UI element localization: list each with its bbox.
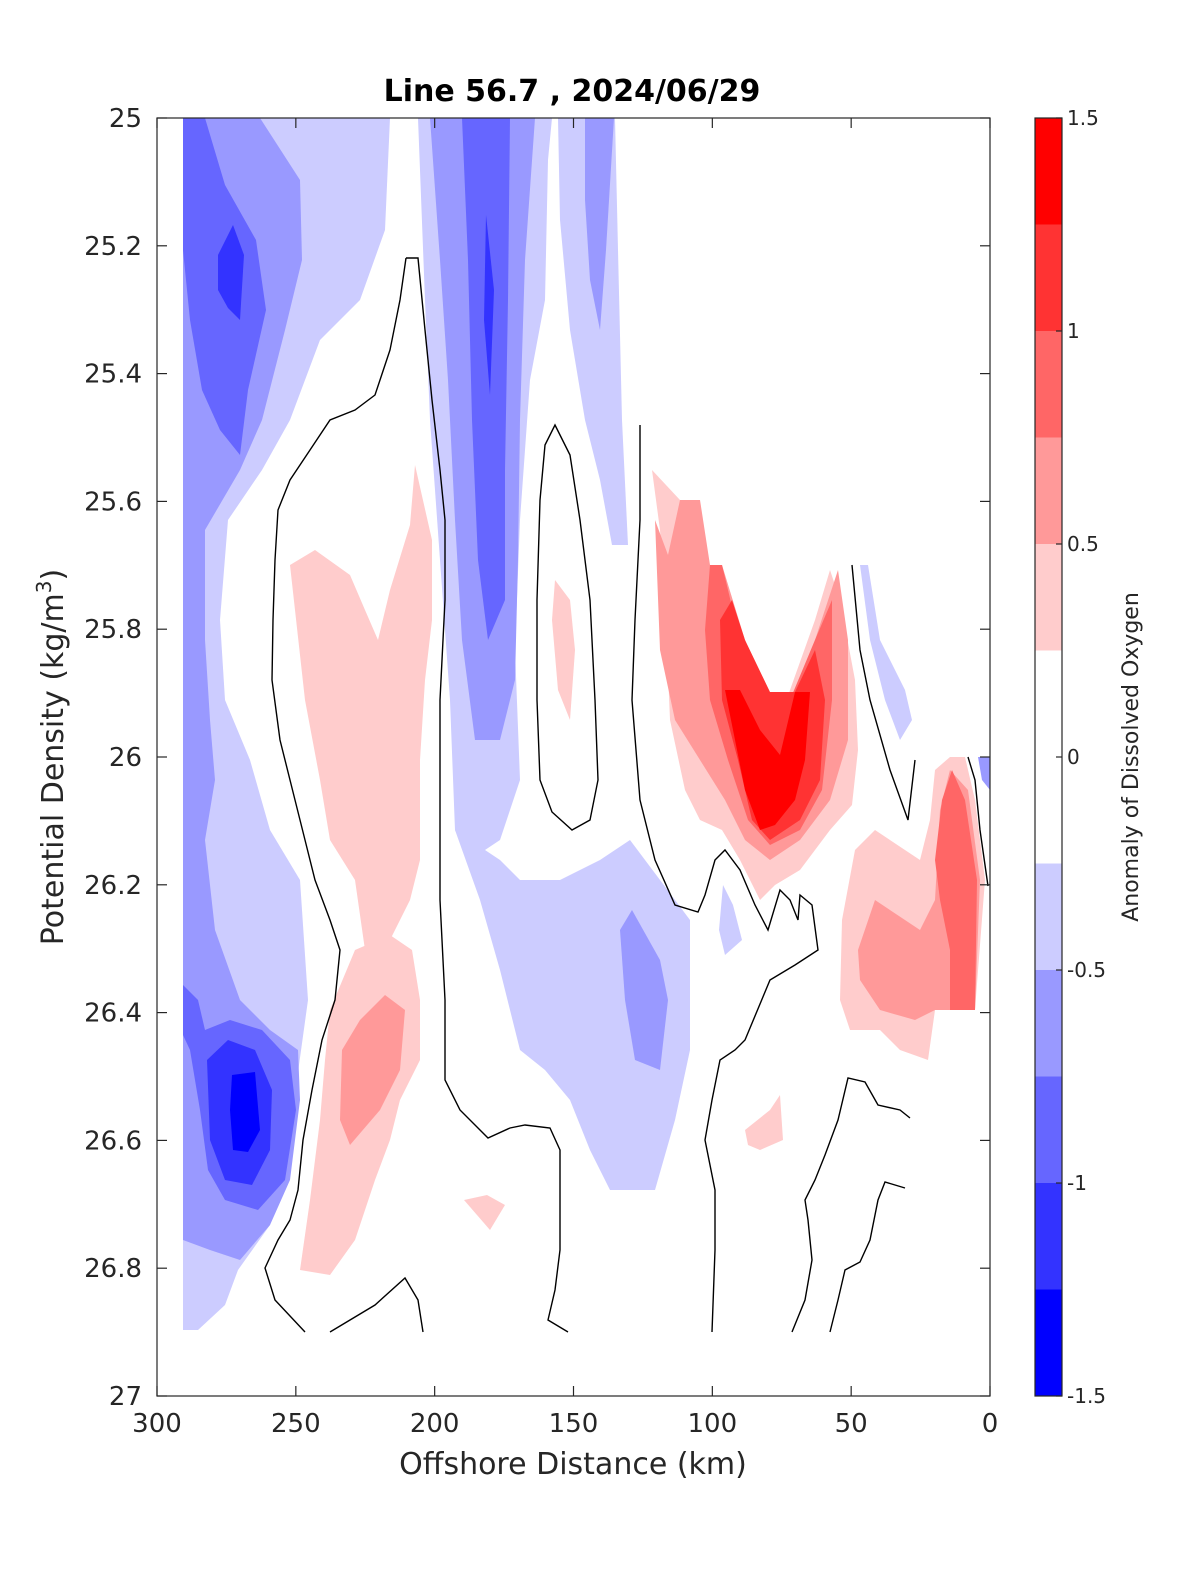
y-tick-label: 26 bbox=[109, 743, 142, 773]
contour-fill-right-upper-blue bbox=[585, 118, 614, 330]
contour-fill-bottom-right-light-red-patch bbox=[745, 1095, 783, 1150]
colorbar-tick-label: -1 bbox=[1067, 1171, 1087, 1195]
contour-fill-offshore-lower-min bbox=[230, 1072, 260, 1152]
colorbar: -1.5 -1 -0.5 0 0.5 1 1.5 bbox=[1034, 106, 1106, 1408]
contour-line-zero-outer bbox=[264, 257, 407, 1333]
colorbar-tick-label: -1.5 bbox=[1067, 1384, 1106, 1408]
contour-fill-right-upper-light-blue bbox=[558, 118, 628, 545]
colorbar-level bbox=[1035, 1289, 1062, 1396]
contour-fill-coastal-light-blue bbox=[860, 565, 912, 740]
x-tick-label: 100 bbox=[688, 1409, 738, 1439]
y-tick-label: 25.6 bbox=[84, 487, 142, 517]
colorbar-tick-label: -0.5 bbox=[1067, 958, 1106, 982]
contour-fill-small-light-blue bbox=[719, 885, 742, 955]
contour-line-zero-mid-loop bbox=[536, 423, 599, 831]
colorbar-tick-label: 0 bbox=[1067, 745, 1080, 769]
colorbar-level bbox=[1035, 437, 1062, 544]
y-axis-label: Potential Density (kg/m3) bbox=[32, 569, 71, 945]
colorbar-level bbox=[1035, 970, 1062, 1077]
contour-fill-bottom-light-red-patch bbox=[464, 1195, 505, 1230]
x-tick-label: 250 bbox=[271, 1409, 321, 1439]
contour-line-zero-west bbox=[406, 257, 569, 1333]
contour-lines bbox=[264, 257, 989, 1333]
y-axis-label-superscript: 3 bbox=[32, 580, 56, 593]
colorbar-level bbox=[1035, 224, 1062, 331]
contour-line-zero-coastal bbox=[851, 564, 916, 821]
contour-line-zero-bottom-b bbox=[791, 1077, 911, 1333]
y-tick-label: 26.2 bbox=[84, 871, 142, 901]
contour-fill-coastal-edge-blue bbox=[978, 757, 990, 790]
x-tick-label: 50 bbox=[835, 1409, 868, 1439]
y-tick-label: 26.6 bbox=[84, 1126, 142, 1156]
y-tick-label: 25.4 bbox=[84, 360, 142, 390]
colorbar-level bbox=[1035, 331, 1062, 438]
chart-title: Line 56.7 , 2024/06/29 bbox=[384, 74, 761, 109]
y-axis: 25 25.2 25.4 25.6 25.8 26 26.2 26.4 26.6 26.8 27 bbox=[84, 104, 990, 1412]
contour-fill-west-light-red bbox=[290, 465, 432, 950]
y-tick-label: 26.8 bbox=[84, 1254, 142, 1284]
y-tick-label: 26.4 bbox=[84, 999, 142, 1029]
contour-fill-nearshore-maximum bbox=[725, 690, 810, 830]
y-tick-label: 27 bbox=[109, 1382, 142, 1412]
contour-fill-lower-red bbox=[340, 995, 405, 1145]
contour-fill-central-deep-blue bbox=[484, 215, 494, 395]
contour-line-zero-nearshore bbox=[631, 425, 819, 1333]
x-tick-label: 150 bbox=[549, 1409, 599, 1439]
contour-line-zero-bottom-a bbox=[329, 1276, 424, 1333]
y-tick-label: 25 bbox=[109, 104, 142, 134]
colorbar-tick-label: 0.5 bbox=[1067, 532, 1099, 556]
contour-fill-offshore-deep-blue bbox=[218, 225, 244, 320]
y-tick-label: 25.2 bbox=[84, 232, 142, 262]
colorbar-tick-label: 1 bbox=[1067, 319, 1080, 343]
x-tick-label: 0 bbox=[982, 1409, 999, 1439]
contour-fill-lower-central-blue bbox=[620, 910, 668, 1070]
colorbar-level bbox=[1035, 1076, 1062, 1183]
colorbar-level bbox=[1035, 544, 1062, 651]
x-tick-label: 300 bbox=[132, 1409, 182, 1439]
x-axis: 300 250 200 150 100 50 0 bbox=[132, 118, 998, 1439]
contour-fill-mid-light-red-patch bbox=[552, 580, 575, 720]
colorbar-level bbox=[1035, 1183, 1062, 1290]
contour-fill-central-mid-blue bbox=[462, 118, 510, 640]
y-tick-label: 25.8 bbox=[84, 615, 142, 645]
contour-line-zero-shelf bbox=[967, 756, 989, 887]
y-axis-label-close: ) bbox=[36, 569, 71, 581]
colorbar-level bbox=[1035, 863, 1062, 970]
y-axis-label-main: Potential Density (kg/m bbox=[36, 593, 71, 945]
colorbar-level bbox=[1035, 118, 1062, 225]
x-axis-label: Offshore Distance (km) bbox=[399, 1447, 747, 1482]
contour-line-zero-bottom-c bbox=[829, 1181, 906, 1333]
contour-fills bbox=[183, 118, 990, 1330]
x-tick-label: 200 bbox=[410, 1409, 460, 1439]
plot-area bbox=[156, 117, 991, 1397]
colorbar-label: Anomaly of Dissolved Oxygen bbox=[1119, 592, 1144, 922]
colorbar-tick-label: 1.5 bbox=[1067, 106, 1099, 130]
contour-fill-coastal-mid-red bbox=[935, 770, 977, 1010]
